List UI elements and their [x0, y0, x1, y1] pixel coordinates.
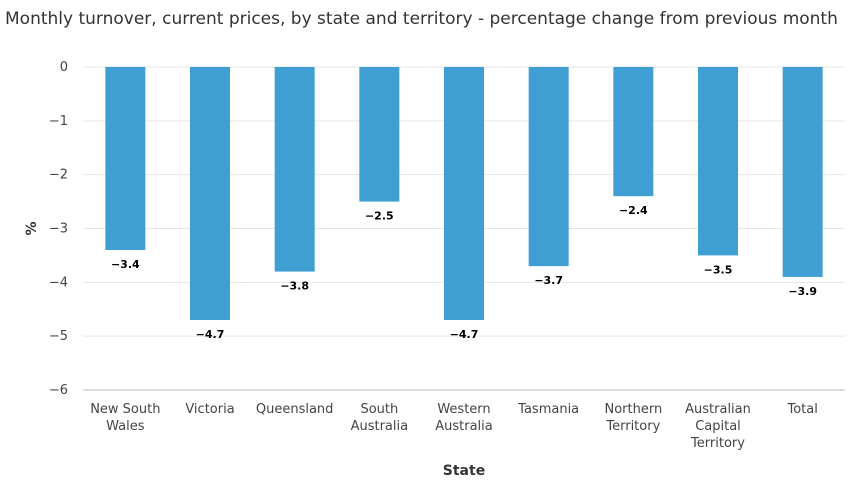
x-axis: New South Wales Victoria Queensland South Aus…: [90, 402, 818, 451]
chart-title: Monthly turnover, current prices, by sta…: [5, 9, 838, 29]
bar: [105, 67, 146, 251]
bar: [274, 67, 315, 272]
x-tick-label: Northern Territory: [604, 402, 662, 434]
bar: [613, 67, 654, 197]
x-tick-label: Total: [786, 402, 817, 417]
y-tick-label: −5: [49, 329, 68, 344]
bar: [190, 67, 230, 321]
x-tick-label: Queensland: [256, 402, 334, 417]
bar: [698, 67, 738, 256]
data-label: −4.7: [450, 328, 479, 341]
data-labels: −3.4 −4.7 −3.8 −2.5 −4.7 −3.7 −2.4 −3.5 −3.9: [111, 204, 817, 341]
x-tick-label: South Australia: [351, 402, 409, 434]
x-tick-label: Western Australia: [435, 402, 493, 434]
x-axis-title: State: [443, 463, 485, 479]
x-tick-label: New South Wales: [90, 402, 160, 434]
y-axis: 0 −1 −2 −3 −4 −5 −6: [49, 60, 68, 398]
y-tick-label: −2: [49, 168, 68, 183]
x-tick-label: Australian Capital Territory: [685, 402, 751, 451]
data-label: −4.7: [196, 328, 225, 341]
bars: [105, 67, 823, 321]
x-tick-label: Tasmania: [517, 402, 579, 417]
y-tick-label: −6: [49, 383, 68, 398]
data-label: −3.5: [704, 263, 733, 276]
bar: [444, 67, 484, 321]
y-tick-label: −1: [49, 114, 68, 129]
data-label: −3.4: [111, 258, 140, 271]
data-label: −2.4: [619, 204, 648, 217]
y-tick-label: −3: [49, 222, 68, 237]
data-label: −3.8: [280, 280, 309, 293]
x-tick-label: Victoria: [185, 402, 234, 417]
data-label: −2.5: [365, 210, 394, 223]
y-tick-label: 0: [60, 60, 68, 75]
bar: [528, 67, 569, 267]
bar: [359, 67, 400, 202]
y-tick-label: −4: [49, 275, 68, 290]
y-axis-title: %: [24, 221, 40, 235]
data-label: −3.9: [788, 285, 817, 298]
bar: [782, 67, 823, 277]
data-label: −3.7: [534, 274, 563, 287]
